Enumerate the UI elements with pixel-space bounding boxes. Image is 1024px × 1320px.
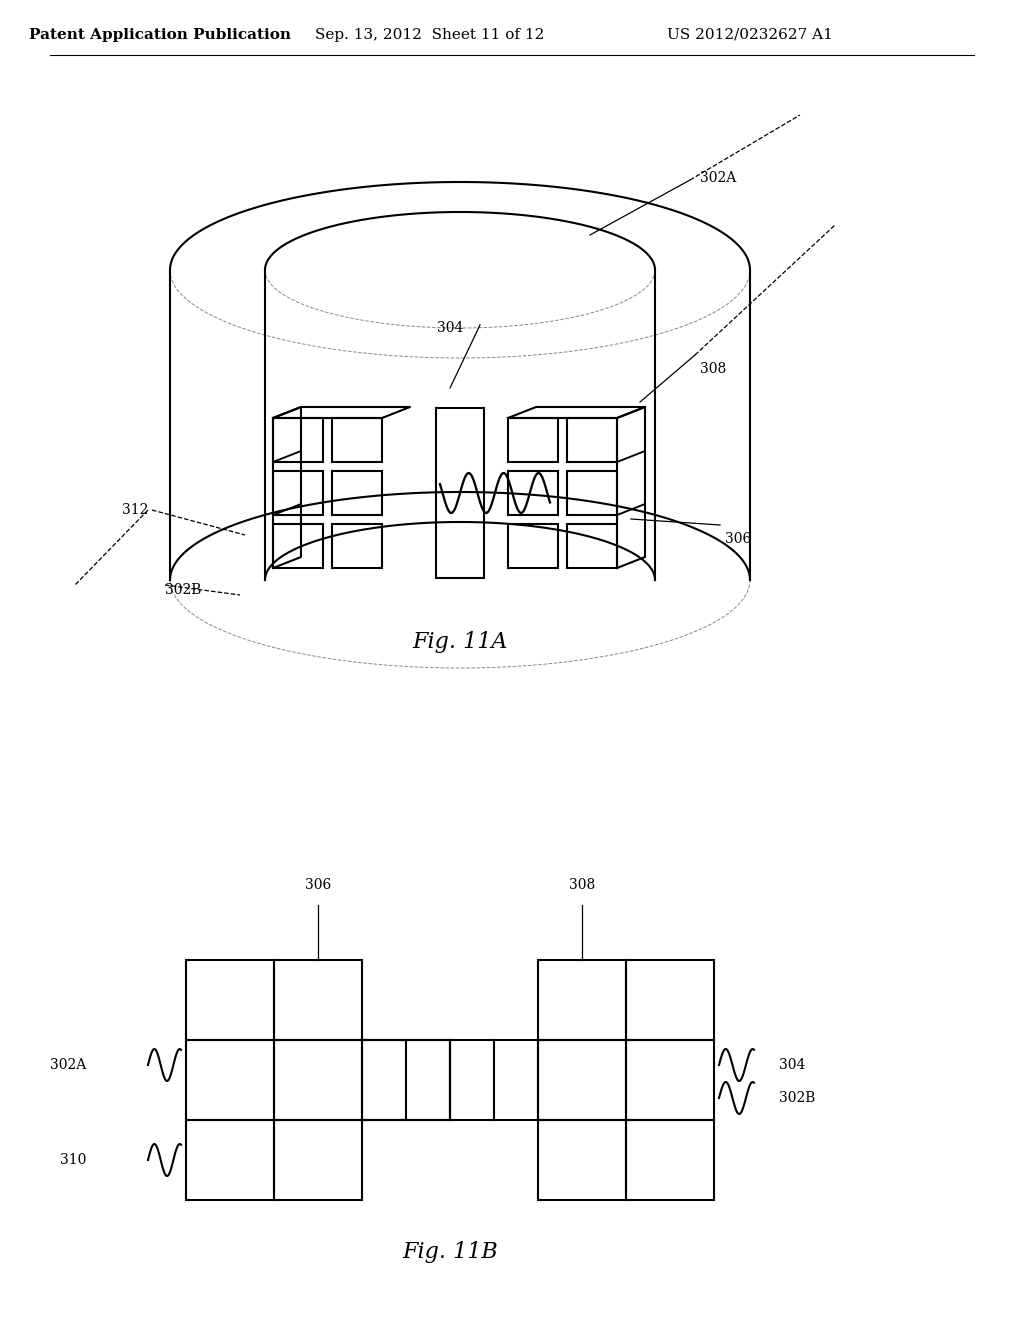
- Text: US 2012/0232627 A1: US 2012/0232627 A1: [667, 28, 833, 42]
- Bar: [538, 1040, 626, 1119]
- Text: 306: 306: [725, 532, 752, 546]
- Text: Fig. 11B: Fig. 11B: [402, 1241, 498, 1263]
- Bar: [273, 418, 323, 462]
- Bar: [274, 1040, 362, 1119]
- Text: 306: 306: [305, 878, 331, 892]
- Text: 310: 310: [59, 1152, 86, 1167]
- Bar: [626, 1119, 714, 1200]
- Text: 304: 304: [779, 1059, 805, 1072]
- Text: Sep. 13, 2012  Sheet 11 of 12: Sep. 13, 2012 Sheet 11 of 12: [315, 28, 545, 42]
- Text: 302A: 302A: [700, 172, 736, 185]
- Bar: [436, 408, 484, 578]
- Text: 312: 312: [122, 503, 148, 517]
- Bar: [567, 418, 617, 462]
- Bar: [538, 1119, 626, 1200]
- Bar: [567, 524, 617, 568]
- Bar: [274, 1119, 362, 1200]
- Text: 308: 308: [700, 362, 726, 376]
- Text: 308: 308: [569, 878, 595, 892]
- Bar: [538, 960, 626, 1040]
- Bar: [567, 471, 617, 515]
- Bar: [273, 471, 323, 515]
- Bar: [508, 418, 558, 462]
- Bar: [274, 960, 362, 1040]
- Text: 302B: 302B: [165, 583, 202, 597]
- Bar: [332, 471, 382, 515]
- Bar: [508, 524, 558, 568]
- Bar: [332, 418, 382, 462]
- Bar: [508, 471, 558, 515]
- Bar: [186, 1119, 274, 1200]
- Bar: [186, 960, 274, 1040]
- Text: Patent Application Publication: Patent Application Publication: [29, 28, 291, 42]
- Bar: [273, 524, 323, 568]
- Bar: [362, 1040, 450, 1119]
- Text: 302B: 302B: [779, 1092, 815, 1105]
- Bar: [626, 960, 714, 1040]
- Text: Fig. 11A: Fig. 11A: [413, 631, 508, 653]
- Text: 304: 304: [437, 321, 463, 335]
- Bar: [626, 1040, 714, 1119]
- Bar: [332, 524, 382, 568]
- Text: 302A: 302A: [50, 1059, 86, 1072]
- Bar: [450, 1040, 538, 1119]
- Bar: [186, 1040, 274, 1119]
